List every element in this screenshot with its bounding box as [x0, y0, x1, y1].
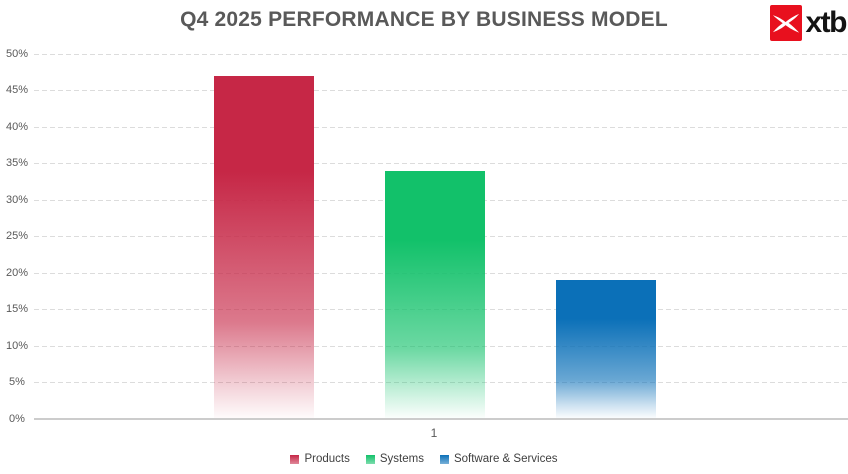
xtb-logo-mark-icon — [769, 5, 802, 41]
x-axis-category-label: 1 — [430, 426, 438, 440]
x-axis-line — [34, 417, 848, 420]
y-tick-label: 20% — [5, 266, 29, 279]
y-tick-label: 15% — [5, 303, 29, 316]
bar-systems — [385, 170, 485, 419]
legend-item: Software & Services — [439, 453, 558, 465]
legend-label: Software & Services — [453, 453, 558, 465]
y-tick-label: 0% — [9, 412, 25, 425]
y-tick-label: 45% — [5, 84, 29, 97]
y-tick-label: 30% — [5, 193, 29, 206]
legend-item: Systems — [365, 453, 424, 465]
y-tick-label: 25% — [5, 230, 29, 243]
legend: Products Systems Software & Services — [0, 453, 848, 465]
y-tick-label: 10% — [5, 339, 29, 352]
legend-swatch-icon — [439, 454, 449, 464]
y-tick-label: 40% — [5, 120, 29, 133]
gridline — [34, 90, 848, 92]
chart-title: Q4 2025 PERFORMANCE BY BUSINESS MODEL — [180, 8, 668, 31]
y-tick-label: 5% — [9, 376, 25, 389]
y-tick-label: 35% — [5, 157, 29, 170]
bar-software-services — [556, 279, 656, 419]
y-tick-label: 50% — [5, 48, 29, 60]
legend-label: Systems — [379, 453, 424, 465]
bar-products — [214, 75, 314, 419]
legend-label: Products — [304, 453, 350, 465]
xtb-logo: xtb — [769, 5, 848, 41]
legend-swatch-icon — [365, 454, 375, 464]
legend-item: Products — [290, 453, 350, 465]
gridline — [34, 126, 848, 128]
gridline — [34, 54, 848, 55]
gridline — [34, 163, 848, 165]
xtb-logo-text: xtb — [805, 6, 848, 39]
legend-swatch-icon — [290, 454, 300, 464]
